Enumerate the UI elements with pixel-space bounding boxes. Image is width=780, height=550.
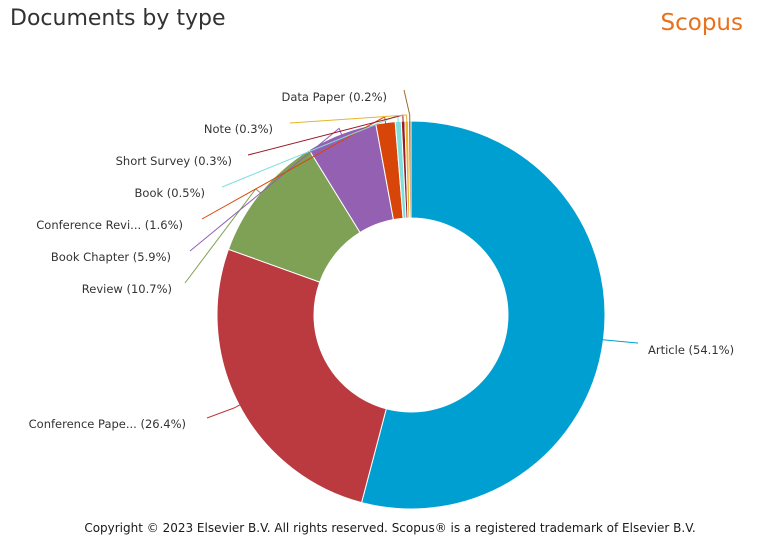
leader-line (206, 403, 242, 419)
donut-chart: Article (54.1%) Conference Pape... (26.4%… (29, 89, 734, 510)
donut-slice[interactable] (360, 120, 606, 510)
scopus-logo[interactable]: Scopus (660, 10, 743, 36)
leader-line (289, 114, 408, 124)
slice-labels: Article (54.1%) Conference Pape... (26.4%… (29, 90, 734, 431)
donut-slices (216, 120, 606, 510)
slice-label: Conference Revi... (1.6%) (36, 218, 183, 232)
donut-slice[interactable] (216, 248, 387, 504)
slice-label: Short Survey (0.3%) (116, 154, 232, 168)
leader-lines (184, 89, 639, 419)
chart-title: Documents by type (10, 6, 226, 31)
copyright-footer: Copyright © 2023 Elsevier B.V. All right… (84, 521, 696, 535)
slice-label: Data Paper (0.2%) (281, 90, 387, 104)
leader-line (601, 339, 639, 344)
slice-label: Article (54.1%) (648, 343, 734, 357)
slice-label: Book (0.5%) (135, 186, 205, 200)
leader-line (403, 89, 411, 124)
slice-label: Note (0.3%) (204, 122, 273, 136)
slice-label: Book Chapter (5.9%) (51, 250, 171, 264)
leader-line (189, 127, 343, 252)
slice-label: Conference Pape... (26.4%) (29, 417, 186, 431)
slice-label: Review (10.7%) (82, 282, 172, 296)
